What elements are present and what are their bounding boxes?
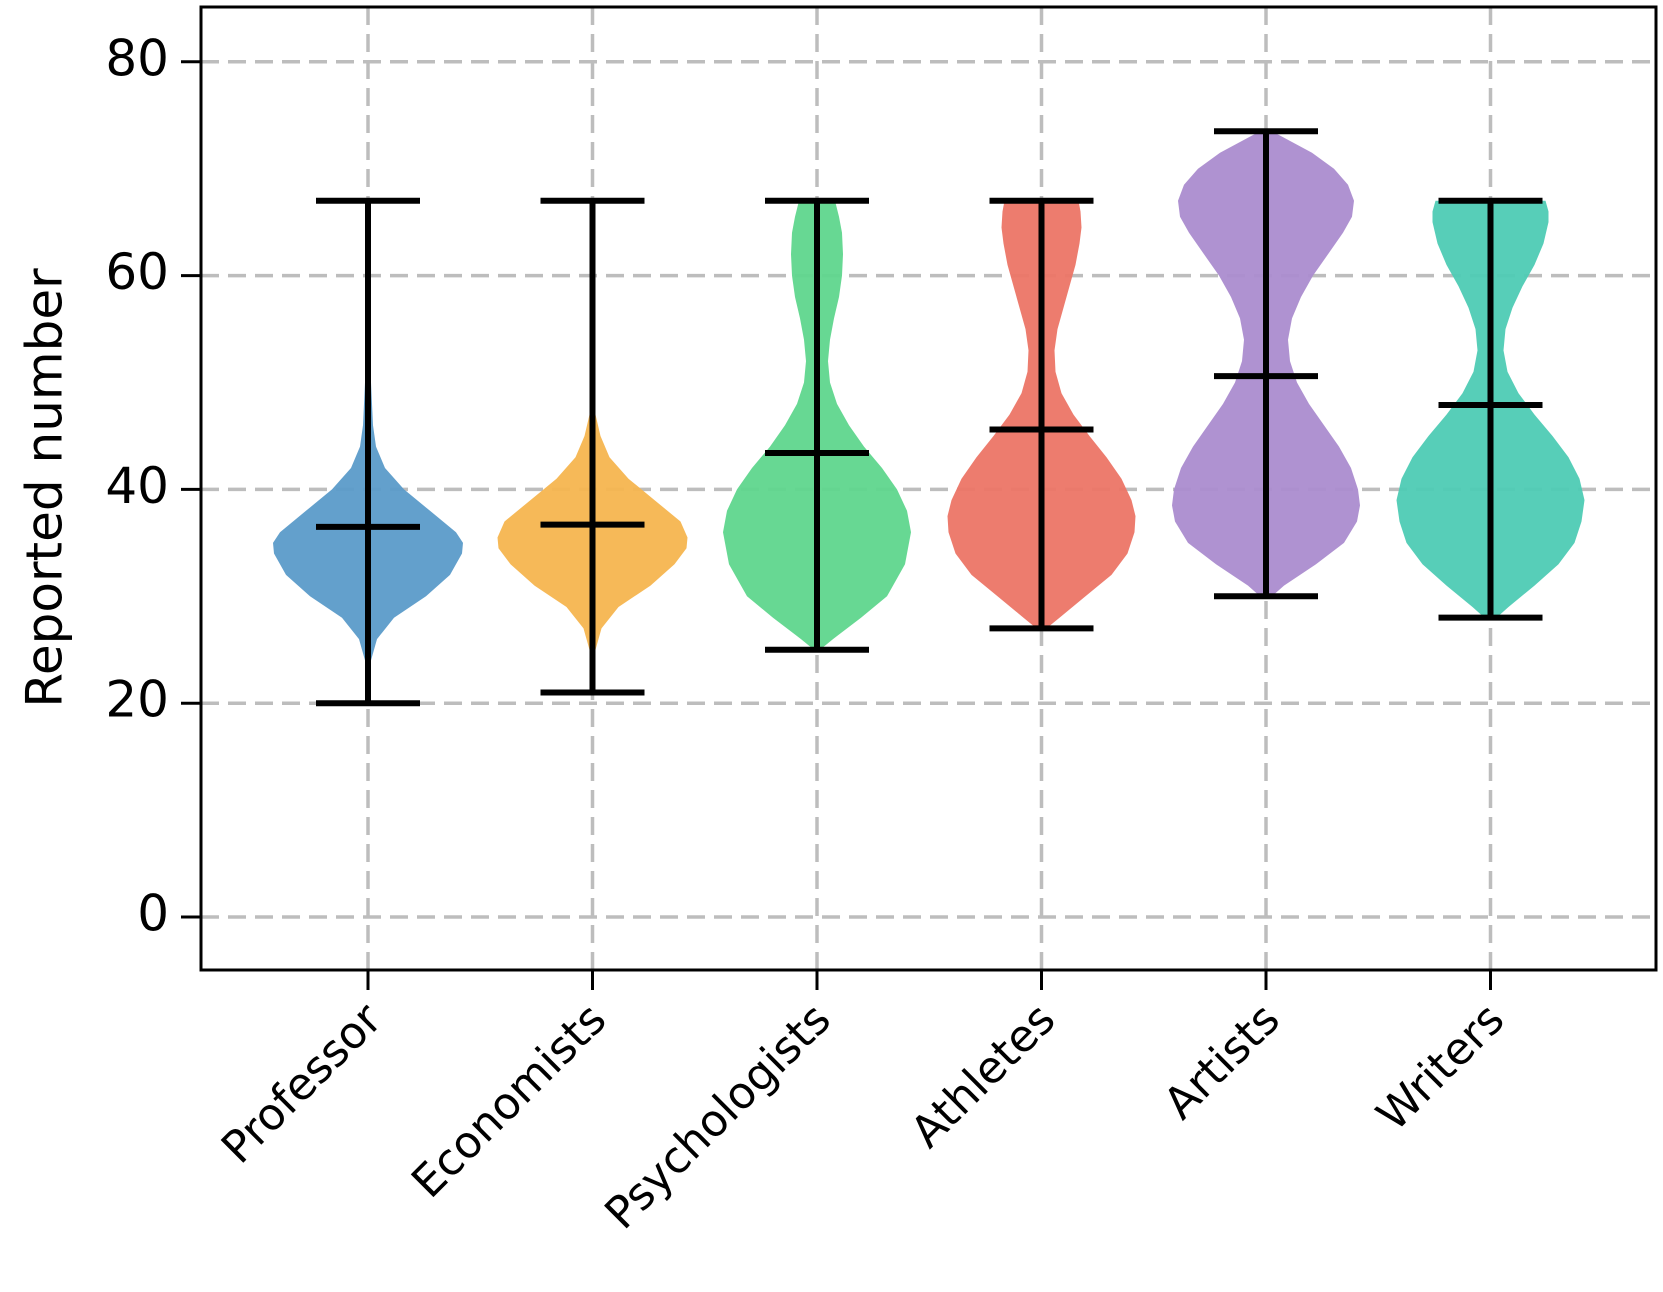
whisker-layer [316,128,1543,707]
y-tick-label: 60 [105,243,169,301]
x-tick-label-artists: Artists [1154,994,1290,1130]
y-tick-label: 0 [137,885,169,943]
x-tick-label-writers: Writers [1367,994,1514,1141]
x-tick-label-psychologists: Psychologists [595,994,840,1239]
x-tick-label-athletes: Athletes [901,994,1065,1158]
y-axis-title: Reported number [16,268,74,708]
y-tick-label: 80 [105,29,169,87]
violin-layer [273,131,1585,704]
y-tick-label: 20 [105,671,169,729]
x-tick-label-economists: Economists [402,994,616,1208]
x-tick-label-professor: Professor [212,993,392,1173]
y-tick-label: 40 [105,457,169,515]
